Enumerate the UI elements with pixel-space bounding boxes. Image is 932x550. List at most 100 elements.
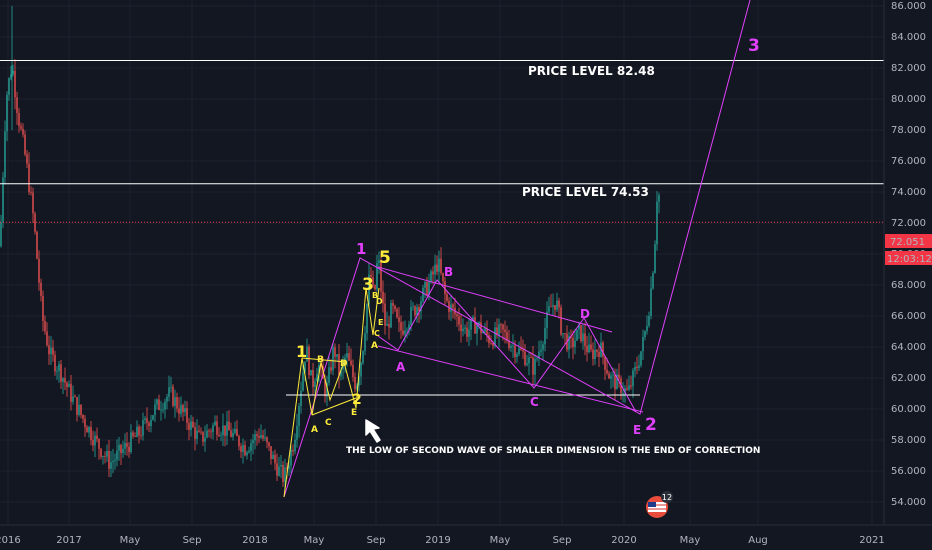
candle-body <box>88 426 90 433</box>
candle-body <box>510 345 512 348</box>
y-tick-label: 82.000 <box>891 63 926 74</box>
candle-body <box>468 329 470 337</box>
candle-body <box>284 467 286 483</box>
candle-body <box>608 373 610 379</box>
candle-body <box>10 74 12 79</box>
candle-body <box>632 370 634 387</box>
candle-body <box>578 324 580 330</box>
candle-body <box>518 347 520 354</box>
candle-body <box>86 427 88 433</box>
candle-body <box>290 449 292 466</box>
candle-body <box>650 288 652 316</box>
candle-body <box>340 369 342 377</box>
candle-body <box>626 388 628 390</box>
candle-body <box>332 347 334 371</box>
countdown-badge <box>885 251 932 265</box>
candle-body <box>172 386 174 406</box>
candle-body <box>50 347 52 355</box>
candle-body <box>138 426 140 436</box>
candle-body <box>338 354 340 377</box>
candle-body <box>60 364 62 382</box>
candle-body <box>382 291 384 304</box>
small-label-b: B <box>317 355 324 365</box>
candle-body <box>180 405 182 414</box>
candle-body <box>42 295 44 321</box>
y-tick-label: 80.000 <box>891 94 926 105</box>
candle-body <box>530 357 532 359</box>
candle-body <box>528 357 530 364</box>
candle-body <box>128 446 130 452</box>
candle-body <box>8 78 10 95</box>
candle-body <box>244 445 246 456</box>
candle-body <box>360 362 362 377</box>
candle-body <box>218 434 220 436</box>
y-tick-label: 56.000 <box>891 466 926 477</box>
candle-body <box>378 260 380 264</box>
candle-body <box>132 432 134 437</box>
x-tick-label: 2016 <box>0 535 21 546</box>
candle-body <box>328 367 330 383</box>
candle-body <box>460 324 462 332</box>
candle-body <box>612 374 614 376</box>
candle-body <box>354 377 356 390</box>
candle-body <box>504 329 506 333</box>
candle-body <box>0 221 2 247</box>
candle-body <box>352 364 354 378</box>
candle-body <box>444 281 446 295</box>
candle-body <box>184 408 186 413</box>
candle-body <box>438 258 440 272</box>
candle-body <box>472 317 474 320</box>
candle-body <box>278 466 280 476</box>
candle-body <box>404 330 406 335</box>
candle-body <box>440 258 442 273</box>
candle-body <box>594 349 596 359</box>
candle-body <box>586 345 588 353</box>
candle-body <box>74 396 76 398</box>
candle-body <box>646 325 648 332</box>
candle-body <box>16 97 18 114</box>
candle-body <box>490 343 492 344</box>
candle-body <box>334 347 336 357</box>
candle-body <box>638 365 640 369</box>
candle-body <box>22 128 24 135</box>
candle-body <box>408 324 410 330</box>
x-tick-label: May <box>120 535 141 546</box>
candle-body <box>192 421 194 428</box>
candle-body <box>480 322 482 334</box>
candle-body <box>110 462 112 469</box>
candle-body <box>258 436 260 438</box>
candle-body <box>300 390 302 406</box>
candle-body <box>212 425 214 433</box>
candle-body <box>556 300 558 310</box>
candle-body <box>126 443 128 447</box>
candle-body <box>100 448 102 458</box>
candle-body <box>96 435 98 440</box>
candle-body <box>158 399 160 411</box>
candle-body <box>140 435 142 437</box>
candle-body <box>26 154 28 164</box>
candle-body <box>178 408 180 414</box>
candle-body <box>306 346 308 362</box>
channel-line-lower <box>377 345 644 413</box>
candle-body <box>538 351 540 359</box>
correction-label-b: B <box>444 265 453 279</box>
candle-body <box>314 381 316 387</box>
sub-label-d: D <box>376 297 383 306</box>
candle-body <box>102 456 104 458</box>
candle-body <box>610 375 612 379</box>
wave-label-medium-3: 3 <box>362 275 374 295</box>
candle-body <box>112 460 114 463</box>
candle-body <box>146 418 148 423</box>
x-tick-label: Sep <box>183 535 202 546</box>
small-label-e: E <box>351 408 357 418</box>
candle-body <box>596 349 598 352</box>
candle-body <box>136 426 138 437</box>
candle-body <box>654 244 656 273</box>
candle-body <box>260 435 262 438</box>
small-label-a: A <box>311 425 318 435</box>
y-tick-label: 64.000 <box>891 342 926 353</box>
candle-body <box>516 353 518 357</box>
x-tick-label: 2020 <box>611 535 636 546</box>
candle-body <box>28 163 30 193</box>
